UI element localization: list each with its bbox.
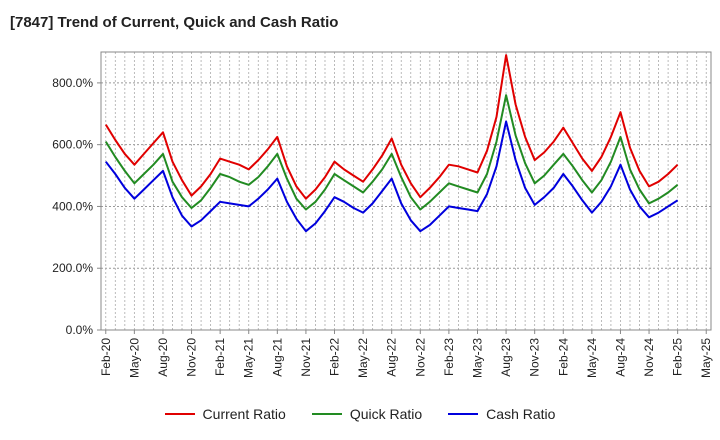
x-tick-label: Feb-23 xyxy=(442,338,456,376)
x-tick-label: Feb-24 xyxy=(556,338,570,376)
x-tick-label: May-21 xyxy=(242,338,256,378)
legend-label-current: Current Ratio xyxy=(202,406,286,422)
chart-title: [7847] Trend of Current, Quick and Cash … xyxy=(10,14,339,31)
legend-item-quick: Quick Ratio xyxy=(311,406,423,422)
y-tick-label: 800.0% xyxy=(52,76,93,90)
x-tick-label: Aug-23 xyxy=(499,338,513,377)
y-tick-label: 400.0% xyxy=(52,199,93,213)
y-tick-label: 600.0% xyxy=(52,138,93,152)
legend: Current Ratio Quick Ratio Cash Ratio xyxy=(0,406,720,422)
y-axis-ticks: 0.0% 200.0% 400.0% 600.0% 800.0% xyxy=(52,76,101,337)
x-tick-label: Nov-23 xyxy=(528,338,542,377)
x-tick-label: May-20 xyxy=(127,338,141,378)
legend-label-cash: Cash Ratio xyxy=(486,406,556,422)
x-tick-label: Nov-20 xyxy=(185,338,199,377)
series-line-quick-ratio xyxy=(104,94,679,211)
x-tick-label: Aug-21 xyxy=(270,338,284,377)
x-tick-label: Nov-21 xyxy=(299,338,313,377)
x-tick-label: Feb-20 xyxy=(99,338,113,376)
series-lines xyxy=(104,54,679,233)
x-tick-label: May-24 xyxy=(585,338,599,378)
x-tick-label: May-25 xyxy=(699,338,713,378)
plot-area-border xyxy=(100,51,712,331)
x-tick-label: Nov-24 xyxy=(642,338,656,377)
legend-item-cash: Cash Ratio xyxy=(448,406,555,422)
x-tick-label: May-23 xyxy=(470,338,484,378)
x-tick-label: Aug-24 xyxy=(613,338,627,377)
series-line-current-ratio xyxy=(104,54,679,200)
x-tick-label: May-22 xyxy=(356,338,370,378)
y-tick-label: 0.0% xyxy=(66,323,94,337)
legend-swatch-current xyxy=(164,413,195,415)
legend-swatch-quick xyxy=(311,413,342,415)
x-tick-label: Feb-22 xyxy=(328,338,342,376)
x-tick-label: Feb-21 xyxy=(213,338,227,376)
x-tick-label: Aug-22 xyxy=(385,338,399,377)
x-axis-ticks: Feb-20 May-20 Aug-20 Nov-20 Feb-21 May-21 Aug-… xyxy=(99,330,713,378)
legend-item-current: Current Ratio xyxy=(164,406,286,422)
y-tick-label: 200.0% xyxy=(52,261,93,275)
series-line-cash-ratio xyxy=(105,120,679,233)
x-tick-label: Nov-22 xyxy=(413,338,427,377)
grid-lines xyxy=(101,52,711,331)
legend-label-quick: Quick Ratio xyxy=(349,406,423,422)
legend-swatch-cash xyxy=(448,413,479,415)
x-tick-label: Feb-25 xyxy=(671,338,685,376)
x-tick-label: Aug-20 xyxy=(156,338,170,377)
